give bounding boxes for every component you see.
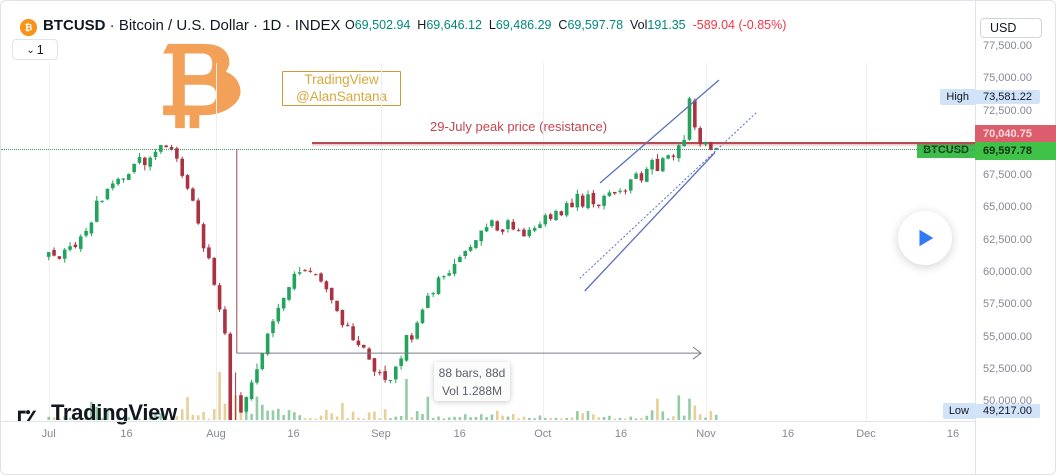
svg-text:₿: ₿ bbox=[25, 23, 33, 34]
